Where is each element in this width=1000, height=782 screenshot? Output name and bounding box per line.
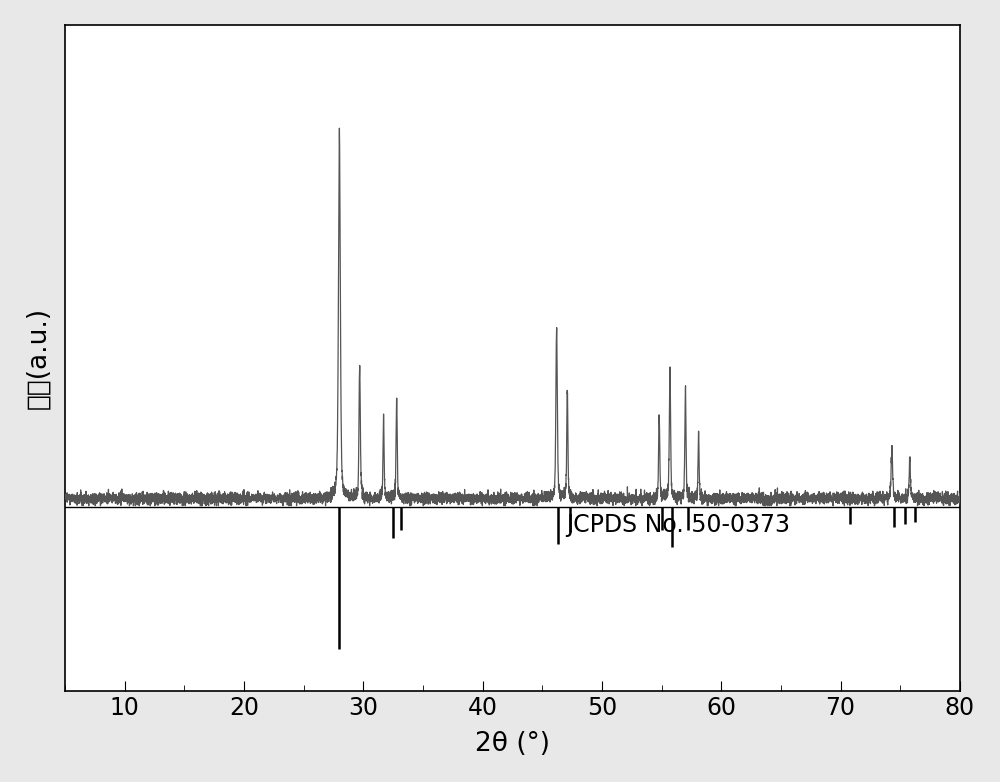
Text: JCPDS No. 50-0373: JCPDS No. 50-0373 [566, 513, 790, 537]
X-axis label: 2θ (°): 2θ (°) [475, 731, 550, 757]
Y-axis label: 強度(a.u.): 強度(a.u.) [25, 307, 51, 409]
